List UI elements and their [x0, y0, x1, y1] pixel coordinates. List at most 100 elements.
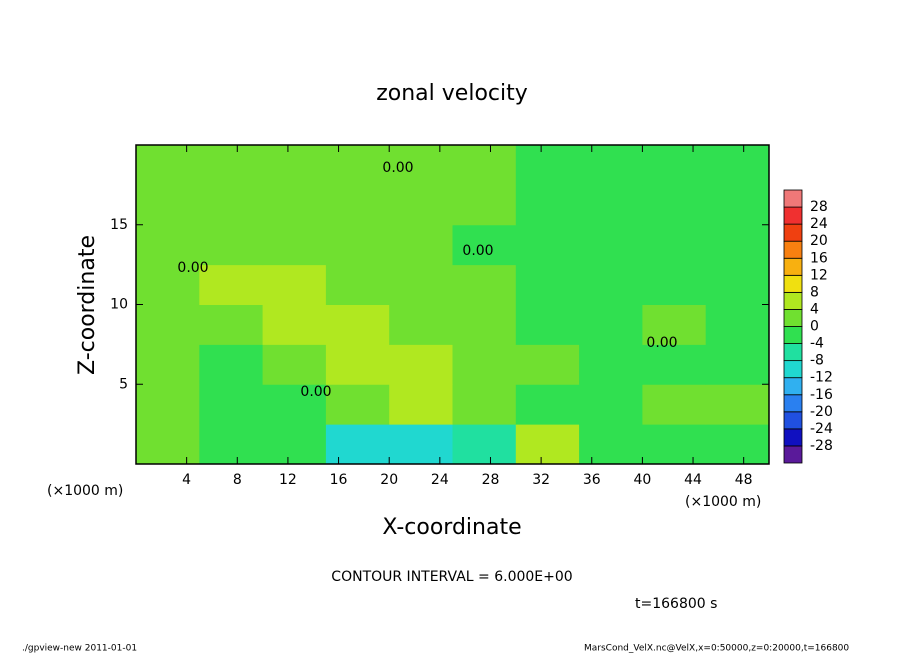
x-tick-label: 28 — [482, 472, 500, 488]
field-cell — [136, 384, 200, 425]
field-cell — [705, 304, 770, 345]
field-cell — [579, 344, 643, 385]
colorbar-box — [783, 343, 803, 362]
x-unit: (×1000 m) — [685, 494, 761, 510]
field-cell — [515, 264, 580, 305]
field-cell — [262, 145, 327, 186]
field-cell — [199, 304, 264, 345]
colorbar-label: -28 — [810, 438, 833, 454]
colorbar-label: 0 — [810, 319, 819, 335]
colorbar-box — [783, 394, 803, 413]
field-cell — [452, 384, 517, 425]
colorbar-box — [783, 360, 803, 379]
x-tick-label: 4 — [182, 472, 191, 488]
colorbar-label: -24 — [810, 421, 833, 437]
field-cell — [325, 224, 390, 266]
field-cell — [642, 304, 707, 345]
field-cell — [705, 145, 770, 186]
field-cell — [452, 184, 517, 226]
y-tick-label: 10 — [110, 297, 128, 313]
field-cell — [199, 264, 264, 305]
x-tick-label: 36 — [583, 472, 601, 488]
field-cell — [262, 384, 327, 425]
field-cell — [515, 344, 580, 385]
x-tick-label: 48 — [735, 472, 753, 488]
field-cell — [136, 264, 200, 305]
contour-label: 0.00 — [300, 384, 331, 400]
field-cell — [199, 424, 264, 465]
colorbar-box — [783, 257, 803, 276]
field-cell — [452, 224, 517, 266]
field-cell — [389, 224, 453, 266]
field-cell — [579, 224, 643, 266]
field-cell — [389, 264, 453, 305]
colorbar-label: 24 — [810, 216, 828, 232]
field-cell — [389, 424, 453, 465]
chart-title: zonal velocity — [376, 81, 528, 106]
field-cell — [579, 264, 643, 305]
field-cell — [452, 145, 517, 186]
field-cell — [325, 184, 390, 226]
footer-left: ./gpview-new 2011-01-01 — [22, 644, 137, 654]
field-cell — [705, 264, 770, 305]
field-cell — [705, 184, 770, 226]
colorbar-label: 16 — [810, 250, 828, 266]
field-cell — [579, 424, 643, 465]
field-cell — [389, 344, 453, 385]
field-cell — [389, 184, 453, 226]
field-cell — [452, 264, 517, 305]
colorbar-label: -16 — [810, 387, 833, 403]
field-cell — [262, 304, 327, 345]
field-cell — [642, 344, 707, 385]
field-cell — [136, 424, 200, 465]
field-cell — [136, 184, 200, 226]
contour-label: 0.00 — [646, 335, 677, 351]
field-cell — [262, 184, 327, 226]
field-cell — [705, 344, 770, 385]
field-cell — [515, 145, 580, 186]
colorbar-label: -20 — [810, 404, 833, 420]
colorbar-box — [783, 189, 803, 208]
field-cell — [515, 304, 580, 345]
field-cell — [325, 304, 390, 345]
x-tick-label: 40 — [633, 472, 651, 488]
colorbar-box — [783, 377, 803, 396]
field-cell — [262, 424, 327, 465]
field-cell — [515, 384, 580, 425]
colorbar-box — [783, 428, 803, 447]
field-cell — [515, 424, 580, 465]
contour-interval: CONTOUR INTERVAL = 6.000E+00 — [331, 569, 572, 585]
field-cell — [325, 424, 390, 465]
field-cell — [642, 224, 707, 266]
field-cell — [452, 304, 517, 345]
contour-label: 0.00 — [462, 243, 493, 259]
x-tick-label: 24 — [431, 472, 449, 488]
colorbar-label: 20 — [810, 233, 828, 249]
y-axis-label: Z-coordinate — [75, 235, 100, 375]
colorbar-box — [783, 326, 803, 344]
field-cell — [199, 184, 264, 226]
field-cell — [262, 344, 327, 385]
field-cell — [452, 344, 517, 385]
x-tick-label: 44 — [684, 472, 702, 488]
x-axis-label: X-coordinate — [382, 515, 521, 540]
footer-right: MarsCond_VelX.nc@VelX,x=0:50000,z=0:2000… — [584, 644, 849, 654]
field-cell — [136, 224, 200, 266]
field-cell — [642, 145, 707, 186]
colorbar-box — [783, 274, 803, 293]
field-cell — [579, 384, 643, 425]
field-cell — [136, 344, 200, 385]
field-cell — [389, 384, 453, 425]
field-cell — [579, 145, 643, 186]
field-cell — [642, 184, 707, 226]
y-tick-label: 15 — [110, 217, 128, 233]
field-cell — [262, 224, 327, 266]
x-tick-label: 20 — [380, 472, 398, 488]
field-cell — [642, 384, 707, 425]
colorbar-label: 28 — [810, 199, 828, 215]
colorbar-box — [783, 309, 803, 327]
field-cell — [136, 145, 200, 186]
time-label: t=166800 s — [635, 596, 717, 612]
field-cell — [199, 344, 264, 385]
